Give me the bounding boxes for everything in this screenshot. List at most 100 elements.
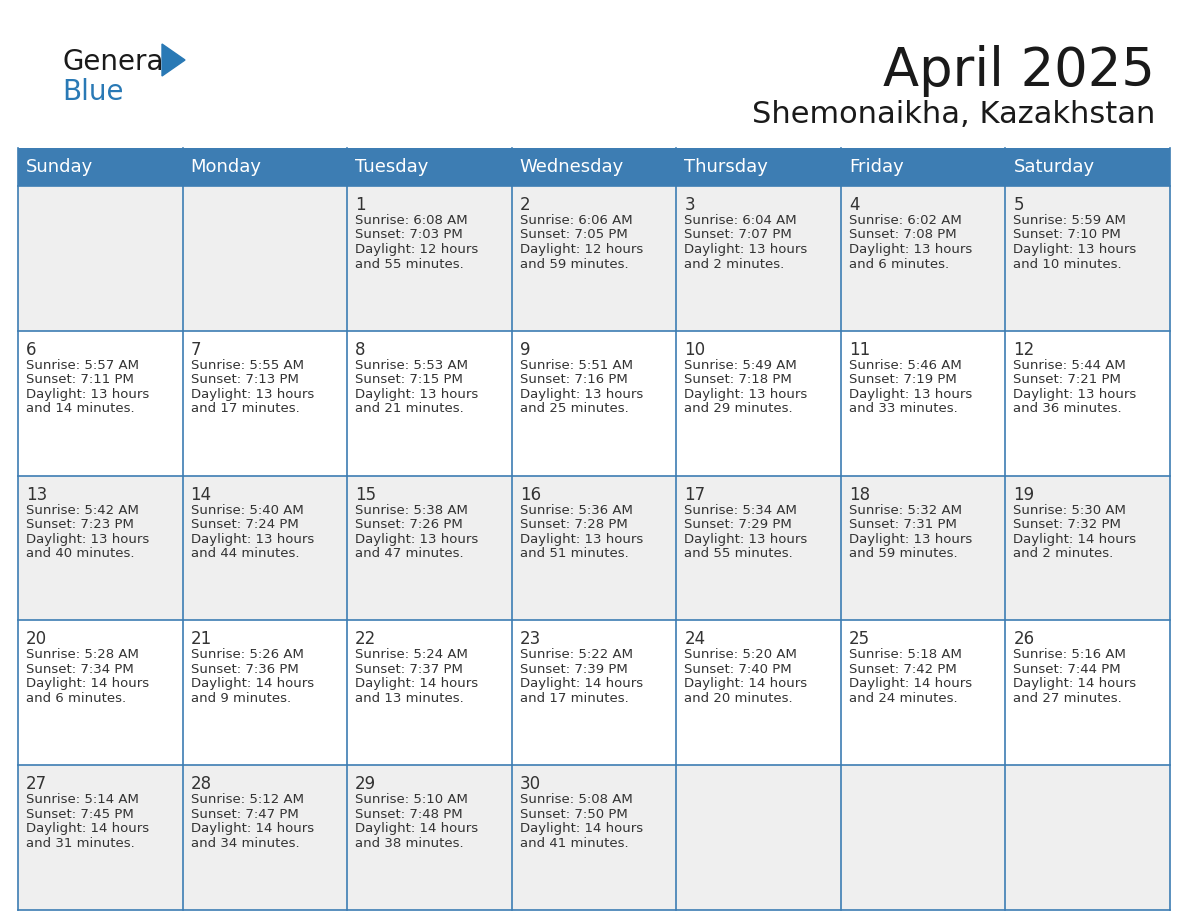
Text: Daylight: 14 hours: Daylight: 14 hours <box>1013 532 1137 545</box>
Text: Daylight: 14 hours: Daylight: 14 hours <box>26 677 150 690</box>
Text: Sunset: 7:26 PM: Sunset: 7:26 PM <box>355 518 463 532</box>
Text: and 29 minutes.: and 29 minutes. <box>684 402 792 415</box>
Text: Sunrise: 5:55 AM: Sunrise: 5:55 AM <box>190 359 304 372</box>
Text: and 2 minutes.: and 2 minutes. <box>1013 547 1113 560</box>
Text: and 33 minutes.: and 33 minutes. <box>849 402 958 415</box>
Text: and 9 minutes.: and 9 minutes. <box>190 692 291 705</box>
Text: Daylight: 13 hours: Daylight: 13 hours <box>26 532 150 545</box>
Text: Sunrise: 5:38 AM: Sunrise: 5:38 AM <box>355 504 468 517</box>
Text: Daylight: 13 hours: Daylight: 13 hours <box>684 532 808 545</box>
Text: Sunrise: 6:04 AM: Sunrise: 6:04 AM <box>684 214 797 227</box>
Text: Daylight: 14 hours: Daylight: 14 hours <box>355 677 479 690</box>
Text: Sunrise: 5:36 AM: Sunrise: 5:36 AM <box>519 504 632 517</box>
Text: Sunset: 7:24 PM: Sunset: 7:24 PM <box>190 518 298 532</box>
Text: 20: 20 <box>26 631 48 648</box>
Text: Daylight: 14 hours: Daylight: 14 hours <box>519 823 643 835</box>
Text: 2: 2 <box>519 196 530 214</box>
Bar <box>18 621 1170 766</box>
Text: 16: 16 <box>519 486 541 504</box>
Text: Sunset: 7:40 PM: Sunset: 7:40 PM <box>684 663 792 676</box>
Text: Daylight: 13 hours: Daylight: 13 hours <box>26 387 150 401</box>
Text: Sunrise: 5:28 AM: Sunrise: 5:28 AM <box>26 648 139 661</box>
Text: 15: 15 <box>355 486 377 504</box>
Bar <box>676 148 841 186</box>
Text: Blue: Blue <box>62 78 124 106</box>
Text: and 17 minutes.: and 17 minutes. <box>519 692 628 705</box>
Text: Daylight: 14 hours: Daylight: 14 hours <box>1013 677 1137 690</box>
Text: Sunrise: 5:10 AM: Sunrise: 5:10 AM <box>355 793 468 806</box>
Bar <box>512 148 676 186</box>
Text: and 40 minutes.: and 40 minutes. <box>26 547 134 560</box>
Text: Sunset: 7:19 PM: Sunset: 7:19 PM <box>849 374 956 386</box>
Text: 14: 14 <box>190 486 211 504</box>
Text: 29: 29 <box>355 775 377 793</box>
Text: Daylight: 13 hours: Daylight: 13 hours <box>1013 387 1137 401</box>
Bar <box>18 476 1170 621</box>
Text: Sunset: 7:45 PM: Sunset: 7:45 PM <box>26 808 134 821</box>
Polygon shape <box>162 44 185 76</box>
Text: 30: 30 <box>519 775 541 793</box>
Text: 5: 5 <box>1013 196 1024 214</box>
Text: and 55 minutes.: and 55 minutes. <box>355 258 463 271</box>
Text: and 31 minutes.: and 31 minutes. <box>26 836 134 850</box>
Bar <box>183 148 347 186</box>
Text: Sunrise: 5:40 AM: Sunrise: 5:40 AM <box>190 504 303 517</box>
Text: Sunrise: 6:06 AM: Sunrise: 6:06 AM <box>519 214 632 227</box>
Text: 19: 19 <box>1013 486 1035 504</box>
Bar <box>18 186 1170 330</box>
Text: Sunset: 7:44 PM: Sunset: 7:44 PM <box>1013 663 1121 676</box>
Text: Sunrise: 5:53 AM: Sunrise: 5:53 AM <box>355 359 468 372</box>
Text: Sunset: 7:11 PM: Sunset: 7:11 PM <box>26 374 134 386</box>
Text: Sunset: 7:13 PM: Sunset: 7:13 PM <box>190 374 298 386</box>
Text: Daylight: 14 hours: Daylight: 14 hours <box>684 677 808 690</box>
Text: and 2 minutes.: and 2 minutes. <box>684 258 784 271</box>
Text: Sunrise: 5:26 AM: Sunrise: 5:26 AM <box>190 648 303 661</box>
Text: Sunset: 7:03 PM: Sunset: 7:03 PM <box>355 229 463 241</box>
Text: and 36 minutes.: and 36 minutes. <box>1013 402 1121 415</box>
Text: 18: 18 <box>849 486 870 504</box>
Text: 7: 7 <box>190 341 201 359</box>
Text: Friday: Friday <box>849 158 904 176</box>
Text: Sunrise: 5:22 AM: Sunrise: 5:22 AM <box>519 648 633 661</box>
Text: 10: 10 <box>684 341 706 359</box>
Text: Sunset: 7:28 PM: Sunset: 7:28 PM <box>519 518 627 532</box>
Text: Sunset: 7:34 PM: Sunset: 7:34 PM <box>26 663 134 676</box>
Text: Sunset: 7:08 PM: Sunset: 7:08 PM <box>849 229 956 241</box>
Text: Sunset: 7:15 PM: Sunset: 7:15 PM <box>355 374 463 386</box>
Text: 22: 22 <box>355 631 377 648</box>
Text: and 24 minutes.: and 24 minutes. <box>849 692 958 705</box>
Text: 1: 1 <box>355 196 366 214</box>
Text: Sunset: 7:42 PM: Sunset: 7:42 PM <box>849 663 956 676</box>
Text: Sunset: 7:37 PM: Sunset: 7:37 PM <box>355 663 463 676</box>
Text: Daylight: 13 hours: Daylight: 13 hours <box>1013 243 1137 256</box>
Text: General: General <box>62 48 171 76</box>
Text: and 6 minutes.: and 6 minutes. <box>849 258 949 271</box>
Text: and 17 minutes.: and 17 minutes. <box>190 402 299 415</box>
Text: Sunset: 7:07 PM: Sunset: 7:07 PM <box>684 229 792 241</box>
Text: and 59 minutes.: and 59 minutes. <box>849 547 958 560</box>
Text: Sunrise: 5:24 AM: Sunrise: 5:24 AM <box>355 648 468 661</box>
Text: Thursday: Thursday <box>684 158 769 176</box>
Bar <box>18 148 183 186</box>
Text: Wednesday: Wednesday <box>519 158 624 176</box>
Text: 11: 11 <box>849 341 870 359</box>
Text: Daylight: 14 hours: Daylight: 14 hours <box>26 823 150 835</box>
Text: and 14 minutes.: and 14 minutes. <box>26 402 134 415</box>
Text: Sunset: 7:10 PM: Sunset: 7:10 PM <box>1013 229 1121 241</box>
Text: Daylight: 13 hours: Daylight: 13 hours <box>684 243 808 256</box>
Text: Sunset: 7:39 PM: Sunset: 7:39 PM <box>519 663 627 676</box>
Text: Daylight: 13 hours: Daylight: 13 hours <box>684 387 808 401</box>
Text: Daylight: 14 hours: Daylight: 14 hours <box>849 677 972 690</box>
Text: Sunrise: 5:49 AM: Sunrise: 5:49 AM <box>684 359 797 372</box>
Text: Daylight: 13 hours: Daylight: 13 hours <box>519 532 643 545</box>
Text: 23: 23 <box>519 631 541 648</box>
Text: Daylight: 13 hours: Daylight: 13 hours <box>849 532 972 545</box>
Text: Sunset: 7:18 PM: Sunset: 7:18 PM <box>684 374 792 386</box>
Text: Daylight: 14 hours: Daylight: 14 hours <box>519 677 643 690</box>
Text: Sunset: 7:05 PM: Sunset: 7:05 PM <box>519 229 627 241</box>
Text: and 21 minutes.: and 21 minutes. <box>355 402 463 415</box>
Text: Sunset: 7:16 PM: Sunset: 7:16 PM <box>519 374 627 386</box>
Text: and 41 minutes.: and 41 minutes. <box>519 836 628 850</box>
Text: and 55 minutes.: and 55 minutes. <box>684 547 794 560</box>
Text: 4: 4 <box>849 196 859 214</box>
